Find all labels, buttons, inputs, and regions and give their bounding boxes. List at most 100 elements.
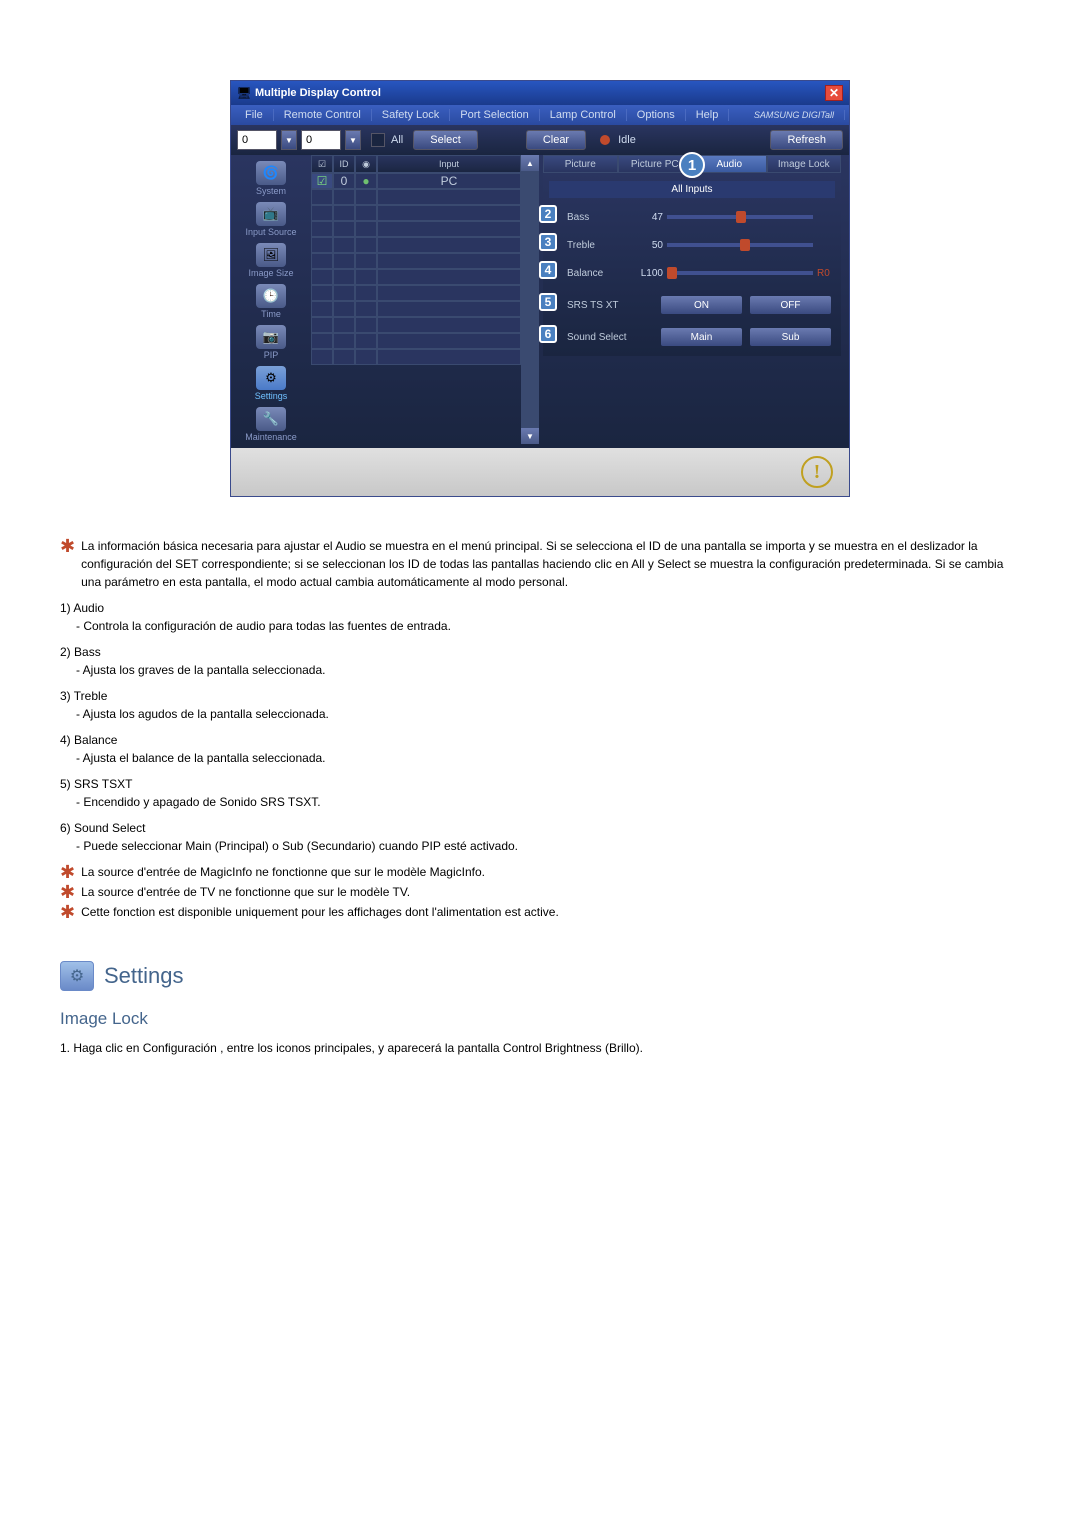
sidebar-label: Image Size	[248, 268, 293, 278]
section-heading: ⚙ Settings	[60, 961, 1020, 991]
window-title: Multiple Display Control	[255, 87, 825, 99]
input-source-icon: 📺	[256, 202, 286, 226]
sidebar-item-pip[interactable]: 📷PIP	[233, 323, 309, 362]
tab-image-lock[interactable]: Image Lock	[767, 155, 842, 173]
warning-icon: !	[801, 456, 833, 488]
doc-item-1: 1) Audio- Controla la configuración de a…	[60, 599, 1020, 635]
sidebar-item-image-size[interactable]: 🖼Image Size	[233, 241, 309, 280]
app-icon: 🖥	[237, 86, 251, 100]
bass-label: Bass	[567, 212, 637, 223]
sidebar: 🌀System 📺Input Source 🖼Image Size 🕒Time …	[231, 155, 311, 448]
doc-item-4: 4) Balance- Ajusta el balance de la pant…	[60, 731, 1020, 767]
callout-3: 3	[539, 233, 557, 251]
doc-item-5: 5) SRS TSXT- Encendido y apagado de Soni…	[60, 775, 1020, 811]
doc-note-3: Cette fonction est disponible uniquement…	[81, 903, 1020, 921]
display-grid: ☑ ID ◉ Input ☑ 0 ● PC	[311, 155, 521, 444]
titlebar: 🖥 Multiple Display Control ✕	[231, 81, 849, 105]
tab-audio[interactable]: 1 Audio	[692, 155, 767, 173]
footer-bar: !	[231, 448, 849, 496]
sound-sub-button[interactable]: Sub	[750, 328, 831, 346]
star-icon: ✱	[60, 537, 75, 555]
srs-row: 5 SRS TS XT ON OFF	[549, 294, 835, 316]
sidebar-item-time[interactable]: 🕒Time	[233, 282, 309, 321]
range-from-input[interactable]: 0	[237, 130, 277, 150]
star-icon: ✱	[60, 863, 75, 881]
bass-value: 47	[637, 212, 667, 223]
treble-value: 50	[637, 240, 667, 251]
settings-icon: ⚙	[60, 961, 94, 991]
callout-4: 4	[539, 261, 557, 279]
sidebar-item-maintenance[interactable]: 🔧Maintenance	[233, 405, 309, 444]
grid-header-input[interactable]: Input	[377, 155, 521, 173]
clear-button[interactable]: Clear	[526, 130, 586, 150]
status-dot-icon	[600, 135, 610, 145]
scroll-up-icon[interactable]: ▲	[521, 155, 539, 171]
app-window: 🖥 Multiple Display Control ✕ File Remote…	[230, 80, 850, 497]
callout-2: 2	[539, 205, 557, 223]
documentation: ✱ La información básica necesaria para aj…	[60, 537, 1020, 1057]
select-button[interactable]: Select	[413, 130, 478, 150]
menu-options[interactable]: Options	[627, 109, 686, 121]
sidebar-label: PIP	[264, 350, 279, 360]
bass-slider[interactable]	[667, 215, 813, 219]
sound-select-row: 6 Sound Select Main Sub	[549, 326, 835, 348]
sidebar-label: Maintenance	[245, 432, 297, 442]
sidebar-item-settings[interactable]: ⚙Settings	[233, 364, 309, 403]
balance-row: 4 Balance L100 R0	[549, 262, 835, 284]
star-icon: ✱	[60, 883, 75, 901]
menu-remote[interactable]: Remote Control	[274, 109, 372, 121]
balance-label: Balance	[567, 268, 637, 279]
menubar: File Remote Control Safety Lock Port Sel…	[231, 105, 849, 125]
tab-audio-label: Audio	[716, 159, 742, 170]
callout-1: 1	[679, 152, 705, 178]
sidebar-label: Time	[261, 309, 281, 319]
toolbar: 0 ▼ 0 ▼ All Select Clear Idle Refresh	[231, 125, 849, 155]
time-icon: 🕒	[256, 284, 286, 308]
range-to-input[interactable]: 0	[301, 130, 341, 150]
sound-main-button[interactable]: Main	[661, 328, 742, 346]
refresh-button[interactable]: Refresh	[770, 130, 843, 150]
menu-port[interactable]: Port Selection	[450, 109, 539, 121]
sidebar-label: Input Source	[245, 227, 296, 237]
settings-panel: Picture Picture PC 1 Audio Image Lock Al…	[539, 155, 845, 444]
dropdown-icon[interactable]: ▼	[345, 130, 361, 150]
status-label: Idle	[618, 134, 636, 146]
scroll-down-icon[interactable]: ▼	[521, 428, 539, 444]
sidebar-item-system[interactable]: 🌀System	[233, 159, 309, 198]
bass-row: 2 Bass 47	[549, 206, 835, 228]
srs-off-button[interactable]: OFF	[750, 296, 831, 314]
star-icon: ✱	[60, 903, 75, 921]
doc-note-2: La source d'entrée de TV ne fonctionne q…	[81, 883, 1020, 901]
balance-right: R0	[817, 268, 835, 279]
all-checkbox[interactable]	[371, 133, 385, 147]
callout-6: 6	[539, 325, 557, 343]
doc-step: 1. Haga clic en Configuración , entre lo…	[60, 1039, 1020, 1057]
menu-lamp[interactable]: Lamp Control	[540, 109, 627, 121]
menu-safety[interactable]: Safety Lock	[372, 109, 450, 121]
balance-left: L100	[637, 268, 667, 279]
table-row[interactable]: ☑ 0 ● PC	[311, 173, 521, 189]
settings-icon: ⚙	[256, 366, 286, 390]
all-label: All	[391, 134, 403, 146]
treble-label: Treble	[567, 240, 637, 251]
sidebar-label: System	[256, 186, 286, 196]
pip-icon: 📷	[256, 325, 286, 349]
doc-intro: La información básica necesaria para aju…	[81, 537, 1020, 591]
sidebar-item-input-source[interactable]: 📺Input Source	[233, 200, 309, 239]
doc-note-1: La source d'entrée de MagicInfo ne fonct…	[81, 863, 1020, 881]
balance-slider[interactable]	[667, 271, 813, 275]
doc-item-2: 2) Bass- Ajusta los graves de la pantall…	[60, 643, 1020, 679]
tab-picture[interactable]: Picture	[543, 155, 618, 173]
srs-on-button[interactable]: ON	[661, 296, 742, 314]
sidebar-label: Settings	[255, 391, 288, 401]
callout-5: 5	[539, 293, 557, 311]
maintenance-icon: 🔧	[256, 407, 286, 431]
scrollbar[interactable]: ▲ ▼	[521, 155, 539, 444]
doc-item-3: 3) Treble- Ajusta los agudos de la panta…	[60, 687, 1020, 723]
close-icon[interactable]: ✕	[825, 85, 843, 101]
grid-header-id[interactable]: ID	[333, 155, 355, 173]
treble-slider[interactable]	[667, 243, 813, 247]
dropdown-icon[interactable]: ▼	[281, 130, 297, 150]
menu-file[interactable]: File	[235, 109, 274, 121]
menu-help[interactable]: Help	[686, 109, 730, 121]
